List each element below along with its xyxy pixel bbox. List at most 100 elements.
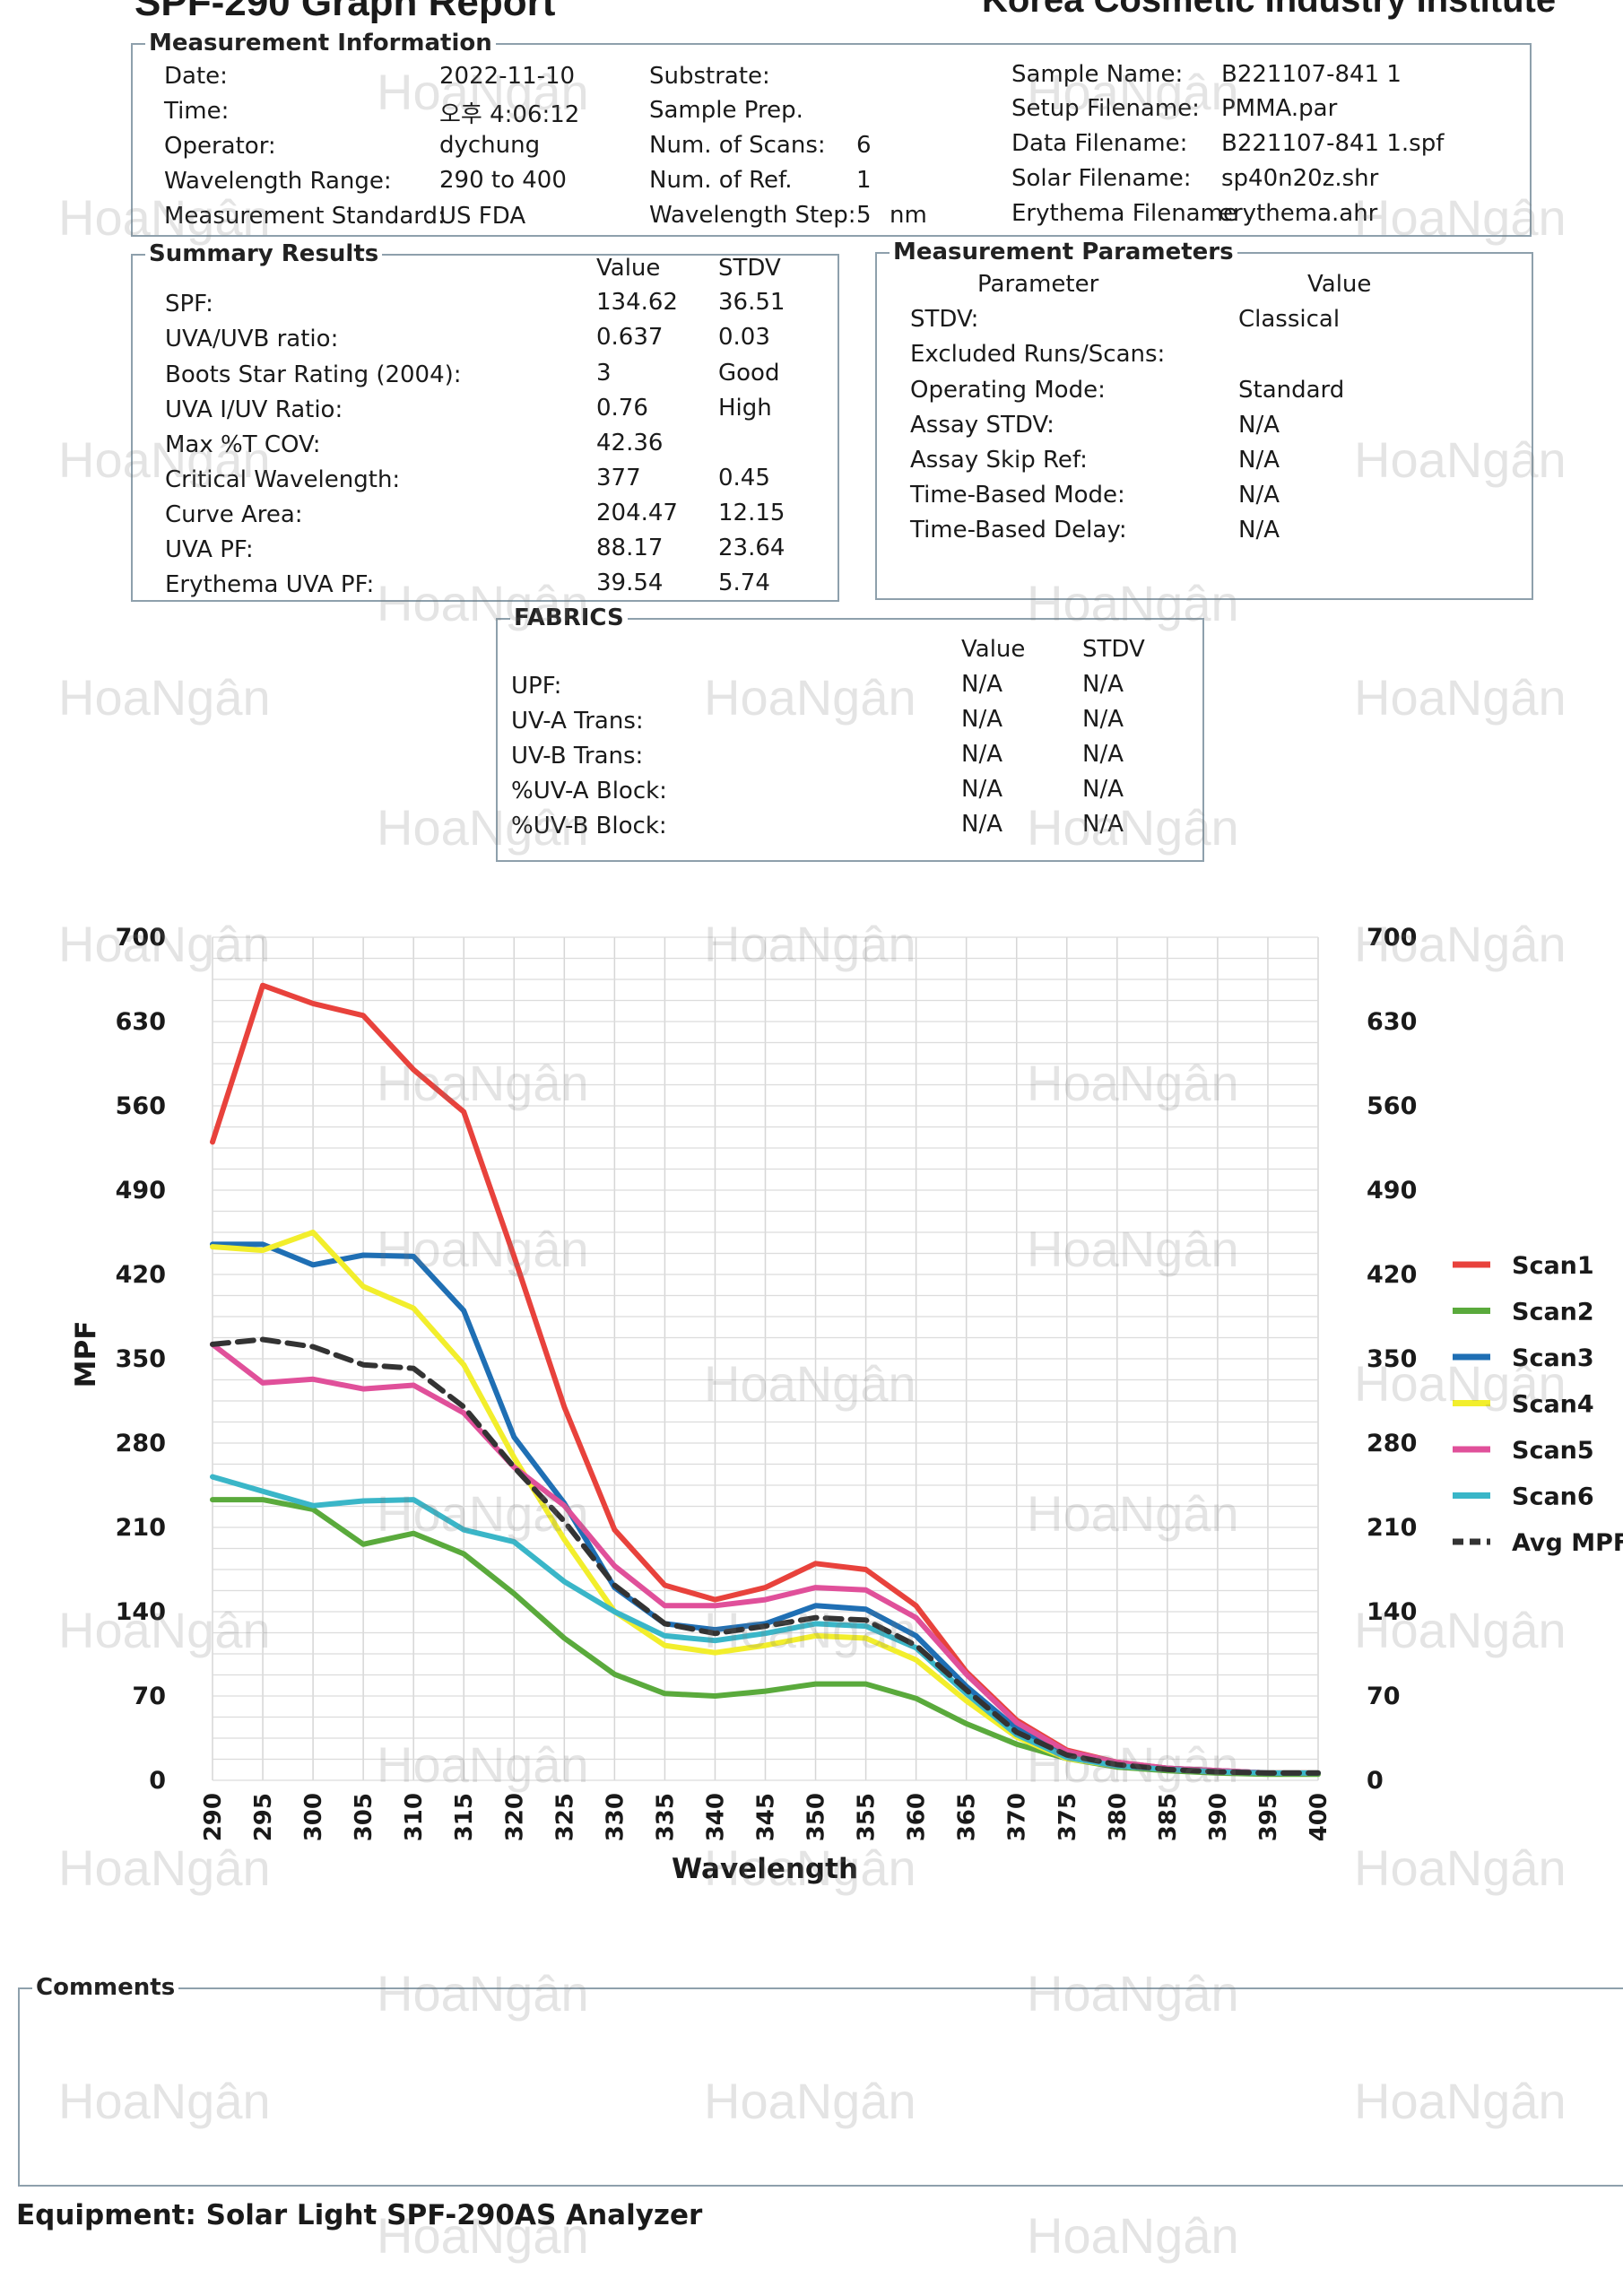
mi-label-num-ref: Num. of Ref. [649,167,793,194]
y-tick-label-right: 210 [1367,1514,1417,1542]
watermark: HoaNgân [1027,2207,1239,2264]
mp-label: Time-Based Delay: [910,517,1127,544]
legend-entry-label: Scan6 [1512,1483,1594,1511]
measurement-parameters-title: Measurement Parameters [890,239,1237,265]
fb-label: UV-B Trans: [511,743,644,770]
fb-value: N/A [961,671,1002,698]
y-tick-label-left: 140 [116,1598,166,1626]
x-tick-label: 335 [652,1793,679,1841]
x-tick-label: 395 [1255,1793,1282,1841]
sr-value: 377 [596,465,641,491]
mi-value-erythema-filename: erythema.ahr [1219,200,1378,227]
y-tick-label-left: 70 [132,1683,166,1710]
mi-label-time: Time: [164,98,230,125]
mi-value-date: 2022-11-10 [439,63,576,90]
fabrics-title: FABRICS [510,604,628,631]
chart-series [210,982,1321,1778]
mp-col-parameter: Parameter [977,271,1099,298]
fb-label: %UV-A Block: [511,778,667,804]
mp-label: STDV: [910,306,979,333]
y-tick-label-right: 490 [1367,1177,1417,1205]
x-tick-label: 370 [1004,1793,1031,1841]
fabrics-panel: FABRICS [496,604,1204,862]
sr-value: 0.76 [596,395,648,422]
chart-y-ticks: 0 0 70 70 140 140 210 210 280 280 350 350 420 420 490 4… [116,924,1418,1795]
series-line-avg-mpf [210,1336,1321,1776]
fb-value: N/A [961,706,1002,733]
fb-label: UV-A Trans: [511,708,644,735]
mi-label-wavelength-range: Wavelength Range: [164,168,392,195]
y-tick-label-left: 210 [116,1514,166,1542]
sr-value: 134.62 [596,289,678,316]
fb-stdv: N/A [1082,811,1124,838]
fb-label: %UV-B Block: [511,813,667,839]
mp-value: N/A [1238,412,1280,439]
sr-label: SPF: [165,291,213,317]
y-tick-label-right: 700 [1367,924,1417,952]
summary-results-title: Summary Results [145,240,383,267]
sr-value: 42.36 [596,430,664,457]
institute-name: Korea Cosmetic Industry Institute [982,0,1557,20]
x-tick-label: 385 [1155,1793,1182,1841]
sr-stdv: 12.15 [718,500,785,526]
summary-results-panel: Summary Results [131,240,839,602]
mp-value: N/A [1238,517,1280,544]
fb-stdv: N/A [1082,706,1124,733]
x-tick-label: 350 [803,1793,830,1841]
measurement-info-panel: Measurement Information [131,30,1532,237]
legend-entry-label: Scan2 [1512,1299,1594,1326]
mi-label-sample-prep: Sample Prep. [649,97,803,124]
legend-entry-label: Scan1 [1512,1252,1594,1280]
chart-grid [212,936,1319,1781]
x-tick-label: 345 [753,1793,780,1841]
sr-stdv: High [718,395,772,422]
mi-value-num-ref: 1 [856,167,872,194]
y-tick-label-right: 280 [1367,1430,1417,1457]
fb-stdv: N/A [1082,776,1124,803]
y-tick-label-right: 0 [1367,1767,1384,1795]
comments-title: Comments [32,1974,179,2001]
sr-value: 204.47 [596,500,678,526]
x-tick-label: 360 [904,1793,931,1841]
y-tick-label-left: 630 [116,1008,166,1036]
sr-value: 3 [596,360,612,387]
sr-label: UVA I/UV Ratio: [165,396,343,423]
mi-label-erythema-filename: Erythema Filename [1011,200,1237,227]
mi-label-wavelength-step: Wavelength Step: [649,202,856,229]
mi-value-measurement-standard: US FDA [439,203,526,230]
mp-value: N/A [1238,447,1280,474]
sr-stdv: 5.74 [718,570,770,596]
x-tick-label: 340 [702,1793,729,1841]
measurement-parameters-panel: Measurement Parameters [875,239,1533,600]
mi-label-data-filename: Data Filename: [1011,130,1188,157]
mi-value-wavelength-range: 290 to 400 [439,167,567,194]
fb-value: N/A [961,776,1002,803]
sr-stdv: 0.45 [718,465,770,491]
sr-stdv: 23.64 [718,535,785,561]
mi-value-num-scans: 6 [856,132,872,159]
x-tick-label: 295 [250,1793,277,1841]
y-tick-label-left: 490 [116,1177,166,1205]
mi-label-date: Date: [164,63,228,90]
x-tick-label: 375 [1055,1793,1081,1841]
x-tick-label: 325 [551,1793,578,1841]
mi-label-num-scans: Num. of Scans: [649,132,826,159]
mp-col-value: Value [1307,271,1372,298]
sr-stdv: 36.51 [718,289,785,316]
sr-label: UVA PF: [165,536,254,563]
mp-label: Time-Based Mode: [910,482,1125,509]
mp-value: N/A [1238,482,1280,509]
sr-col-value: Value [596,255,661,282]
fb-stdv: N/A [1082,741,1124,768]
chart-legend: Scan1 Scan2 Scan3 Scan4 Scan5 Scan6 Avg MPF [1453,1252,1623,1557]
x-tick-label: 300 [300,1793,327,1841]
sr-label: Curve Area: [165,501,303,528]
sr-label: UVA/UVB ratio: [165,326,339,352]
sr-value: 39.54 [596,570,664,596]
measurement-info-title: Measurement Information [145,30,496,57]
x-tick-label: 390 [1205,1793,1232,1841]
x-tick-label: 305 [351,1793,378,1841]
fb-value: N/A [961,741,1002,768]
mp-label: Excluded Runs/Scans: [910,341,1166,368]
y-tick-label-right: 140 [1367,1598,1417,1626]
